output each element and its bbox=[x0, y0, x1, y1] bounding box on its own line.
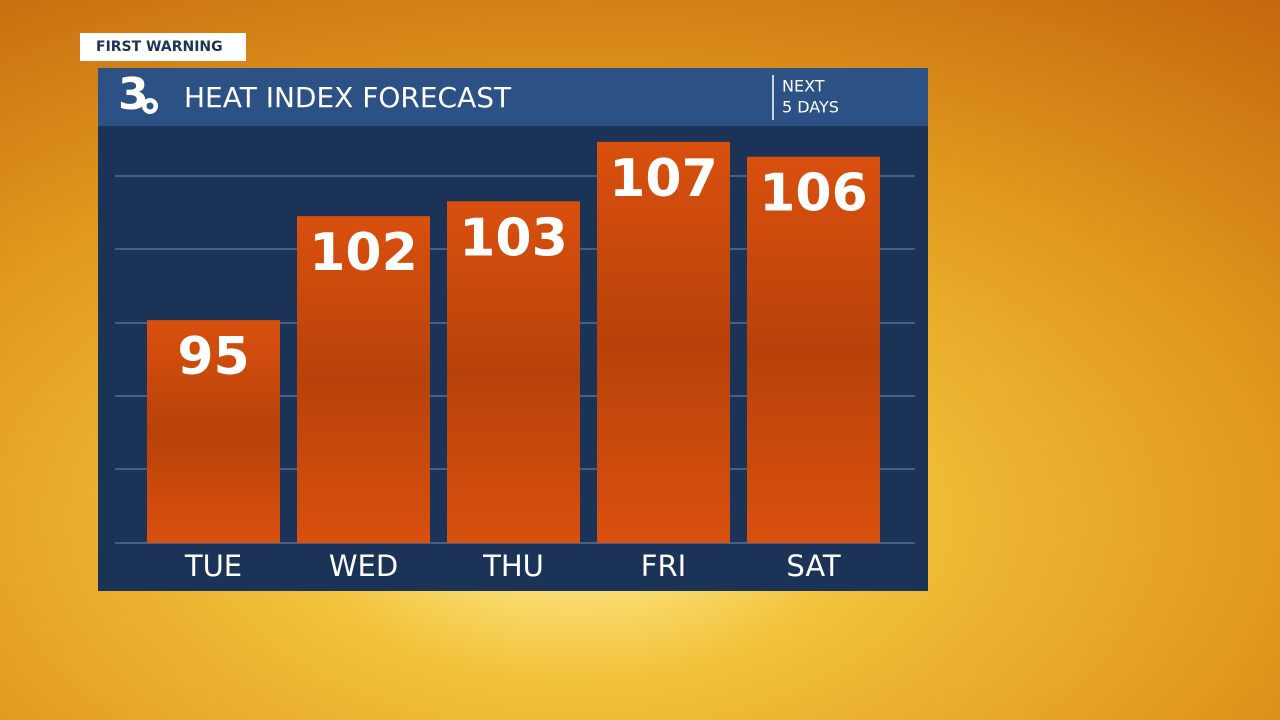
value-label: 107 bbox=[609, 149, 718, 209]
bar bbox=[297, 216, 430, 543]
x-tick-label: TUE bbox=[184, 549, 242, 583]
logo: 3 bbox=[118, 69, 149, 120]
logo-pupil bbox=[146, 102, 154, 110]
value-label: 106 bbox=[759, 164, 868, 224]
header bbox=[98, 68, 928, 126]
value-label: 102 bbox=[309, 223, 418, 283]
x-tick-label: SAT bbox=[786, 549, 841, 583]
subtitle: NEXT bbox=[782, 77, 825, 96]
x-tick-label: WED bbox=[329, 549, 398, 583]
bar bbox=[147, 320, 280, 543]
chart-title: HEAT INDEX FORECAST bbox=[184, 81, 512, 114]
value-label: 103 bbox=[459, 208, 568, 268]
badge: FIRST WARNING bbox=[96, 39, 223, 55]
bar bbox=[447, 201, 580, 544]
bar bbox=[597, 141, 730, 543]
bar bbox=[747, 156, 880, 543]
x-tick-label: THU bbox=[482, 549, 544, 583]
badge-box bbox=[80, 33, 246, 61]
x-tick-label: FRI bbox=[641, 549, 686, 583]
subtitle: 5 DAYS bbox=[782, 98, 839, 117]
value-label: 95 bbox=[177, 327, 249, 387]
